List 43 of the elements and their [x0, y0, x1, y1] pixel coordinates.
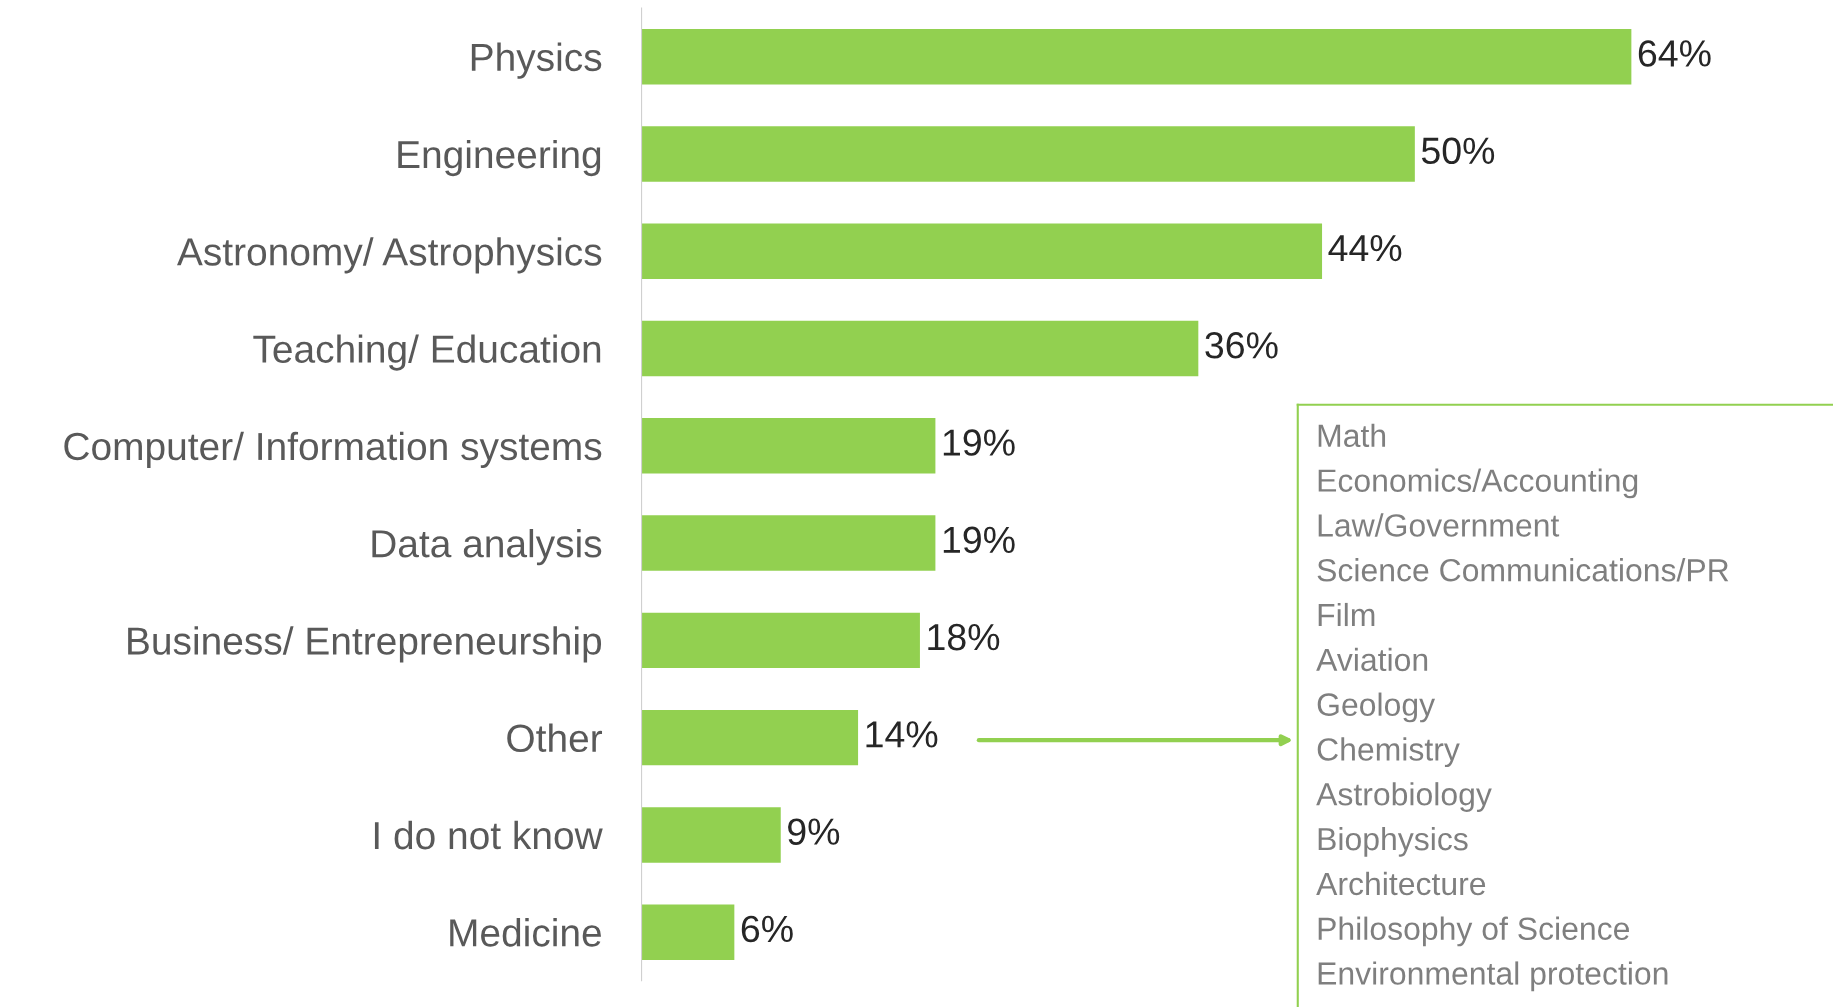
- annotation: Film: [1318, 602, 1375, 627]
- y-tick-label: Physics: [471, 42, 602, 79]
- y-tick-label: Medicine: [450, 918, 601, 947]
- y-tick-label: Astronomy/ Astrophysics: [176, 237, 602, 274]
- data-label: 6%: [741, 915, 793, 943]
- annotation: Geology: [1317, 692, 1436, 723]
- bar: [641, 904, 735, 960]
- annotation: Architecture: [1316, 871, 1486, 896]
- y-tick-label: Other: [507, 723, 603, 753]
- data-label: 19%: [943, 526, 1015, 554]
- bar: [641, 28, 1632, 85]
- annotation: Economics/Accounting: [1318, 468, 1638, 499]
- y-tick-label: Computer/ Information systems: [64, 431, 602, 468]
- annotation: Environmental protection: [1318, 961, 1668, 992]
- data-label: 14%: [866, 721, 938, 748]
- data-label: 18%: [928, 623, 1000, 651]
- data-label: 50%: [1421, 137, 1495, 165]
- bar: [641, 320, 1199, 377]
- bar: [641, 612, 920, 669]
- data-label: 9%: [788, 818, 840, 845]
- annotation: Aviation: [1316, 647, 1428, 672]
- bar: [641, 223, 1323, 279]
- y-tick-label: Teaching/ Education: [253, 334, 601, 371]
- data-label: 44%: [1328, 234, 1402, 262]
- annotation: Chemistry: [1317, 737, 1460, 768]
- data-label: 36%: [1205, 332, 1278, 359]
- bar: [641, 709, 859, 766]
- y-tick-label: Engineering: [398, 139, 601, 177]
- annotation: Biophysics: [1318, 826, 1468, 857]
- bar: [641, 418, 936, 474]
- y-tick-label: Business/ Entrepreneurship: [128, 626, 602, 663]
- y-tick-label: I do not know: [374, 820, 603, 850]
- data-label: 64%: [1638, 40, 1711, 67]
- annotation: Philosophy of Science: [1318, 916, 1629, 947]
- annotation: Law/Government: [1318, 513, 1560, 537]
- y-tick-label: Data analysis: [372, 528, 602, 566]
- bar: [641, 807, 781, 863]
- annotation: Science Communications/PR: [1317, 558, 1729, 582]
- data-label: 19%: [943, 429, 1015, 456]
- bar: [641, 126, 1415, 182]
- annotation: Astrobiology: [1316, 782, 1492, 812]
- annotation: Math: [1318, 423, 1386, 448]
- bar: [641, 515, 936, 571]
